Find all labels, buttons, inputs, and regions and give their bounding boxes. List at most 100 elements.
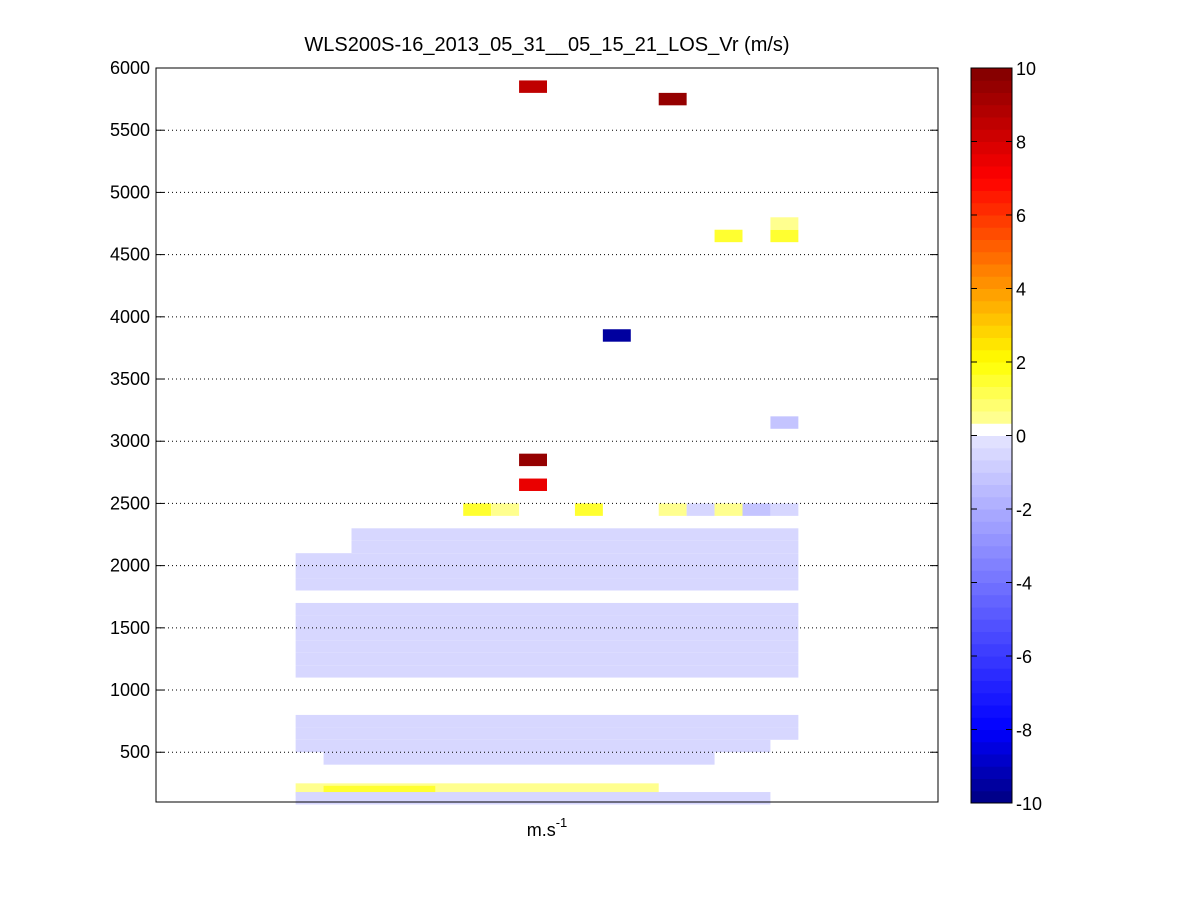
colorbar-swatch [971,619,1012,632]
heatmap-cell [770,503,799,516]
colorbar-swatch [971,349,1012,363]
colorbar-tick-label: 10 [1016,59,1036,79]
colorbar-axis: 10 8 6 4 2 0 -2 -4 -6 -8 -10 [971,59,1042,814]
colorbar-swatch [971,447,1012,461]
heatmap-cells [295,80,799,805]
colorbar-swatch [971,729,1012,743]
colorbar-swatch [971,325,1012,338]
colorbar-swatch [971,423,1012,436]
colorbar-tick-label: -10 [1016,794,1042,814]
colorbar-swatch [971,680,1012,694]
colorbar-swatch [971,337,1012,351]
heatmap-cell [658,92,687,106]
colorbar-swatch [971,104,1012,118]
colorbar-swatch [971,166,1012,179]
colorbar-tick-label: 4 [1016,280,1026,300]
colorbar-swatch [971,705,1012,718]
x-axis-label-base: m.s [527,820,556,840]
colorbar-swatch [971,472,1012,485]
y-axis: 500 1000 1500 2000 2500 3000 3500 4000 4500 5000 5… [110,58,938,762]
colorbar-swatch [971,362,1012,375]
heatmap-band [295,739,771,753]
heatmap-band [323,752,715,765]
colorbar-tick-label: 0 [1016,427,1026,447]
y-tick-label: 5500 [110,120,150,140]
heatmap-cell [770,217,799,230]
colorbar-swatch [971,509,1012,522]
colorbar-tick-label: -6 [1016,647,1032,667]
heatmap-band [295,792,771,805]
colorbar-swatch [971,386,1012,400]
y-tick-label: 2500 [110,493,150,513]
colorbar-swatch [971,153,1012,167]
y-tick-label: 3500 [110,369,150,389]
colorbar-swatch [971,288,1012,302]
colorbar-swatch [971,741,1012,755]
heatmap-cell [770,229,799,243]
y-tick-label: 2000 [110,556,150,576]
heatmap-cell [463,503,492,516]
colorbar-swatch [971,129,1012,142]
colorbar-swatch [971,656,1012,669]
colorbar-swatch [971,227,1012,240]
colorbar [971,68,1012,804]
colorbar-swatch [971,215,1012,228]
colorbar-tick-label: 6 [1016,206,1026,226]
colorbar-swatch [971,668,1012,681]
heatmap-cell [602,329,631,342]
heatmap-cell [491,503,520,516]
heatmap-cell [686,503,715,516]
colorbar-swatch [971,631,1012,645]
colorbar-swatch [971,141,1012,155]
colorbar-swatch [971,754,1012,767]
heatmap-band [295,627,799,641]
colorbar-swatch [971,117,1012,130]
y-tick-label: 3000 [110,431,150,451]
colorbar-swatch [971,594,1012,608]
y-tick-label: 1000 [110,680,150,700]
colorbar-swatch [971,582,1012,596]
heatmap-cell [574,503,603,516]
heatmap-band [295,714,799,728]
heatmap-band [295,640,799,653]
colorbar-swatch [971,178,1012,191]
heatmap-band [351,540,799,554]
heatmap-band [295,652,799,666]
heatmap-cell [742,503,771,516]
y-tick-label: 1500 [110,618,150,638]
x-axis-label-exponent: -1 [556,815,568,830]
colorbar-tick-label: 8 [1016,133,1026,153]
heatmap-band [295,565,799,579]
colorbar-swatch [971,68,1012,81]
heatmap-cell [770,416,799,429]
colorbar-swatch [971,607,1012,620]
colorbar-swatch [971,313,1012,326]
colorbar-swatch [971,790,1012,804]
colorbar-swatch [971,251,1012,265]
colorbar-swatch [971,374,1012,387]
colorbar-swatch [971,570,1012,583]
colorbar-swatch [971,558,1012,571]
heatmap-cell [714,229,743,243]
colorbar-swatch [971,300,1012,314]
heatmap-cell [658,503,687,516]
colorbar-swatch [971,190,1012,204]
x-axis-label: m.s-1 [527,815,568,840]
colorbar-swatch [971,643,1012,657]
heatmap-band [295,602,799,616]
colorbar-swatch [971,545,1012,559]
colorbar-swatch [971,766,1012,779]
y-tick-label: 5000 [110,182,150,202]
colorbar-swatch [971,778,1012,792]
chart-title: WLS200S-16_2013_05_31__05_15_21_LOS_Vr (… [304,34,789,56]
heatmap-cell [519,80,547,93]
colorbar-tick-label: -8 [1016,721,1032,741]
colorbar-swatch [971,264,1012,277]
colorbar-swatch [971,92,1012,106]
colorbar-tick-label: -4 [1016,574,1032,594]
y-tick-label: 6000 [110,58,150,78]
colorbar-swatch [971,460,1012,473]
y-tick-label: 500 [120,742,150,762]
colorbar-swatch [971,435,1012,449]
colorbar-swatch [971,239,1012,253]
